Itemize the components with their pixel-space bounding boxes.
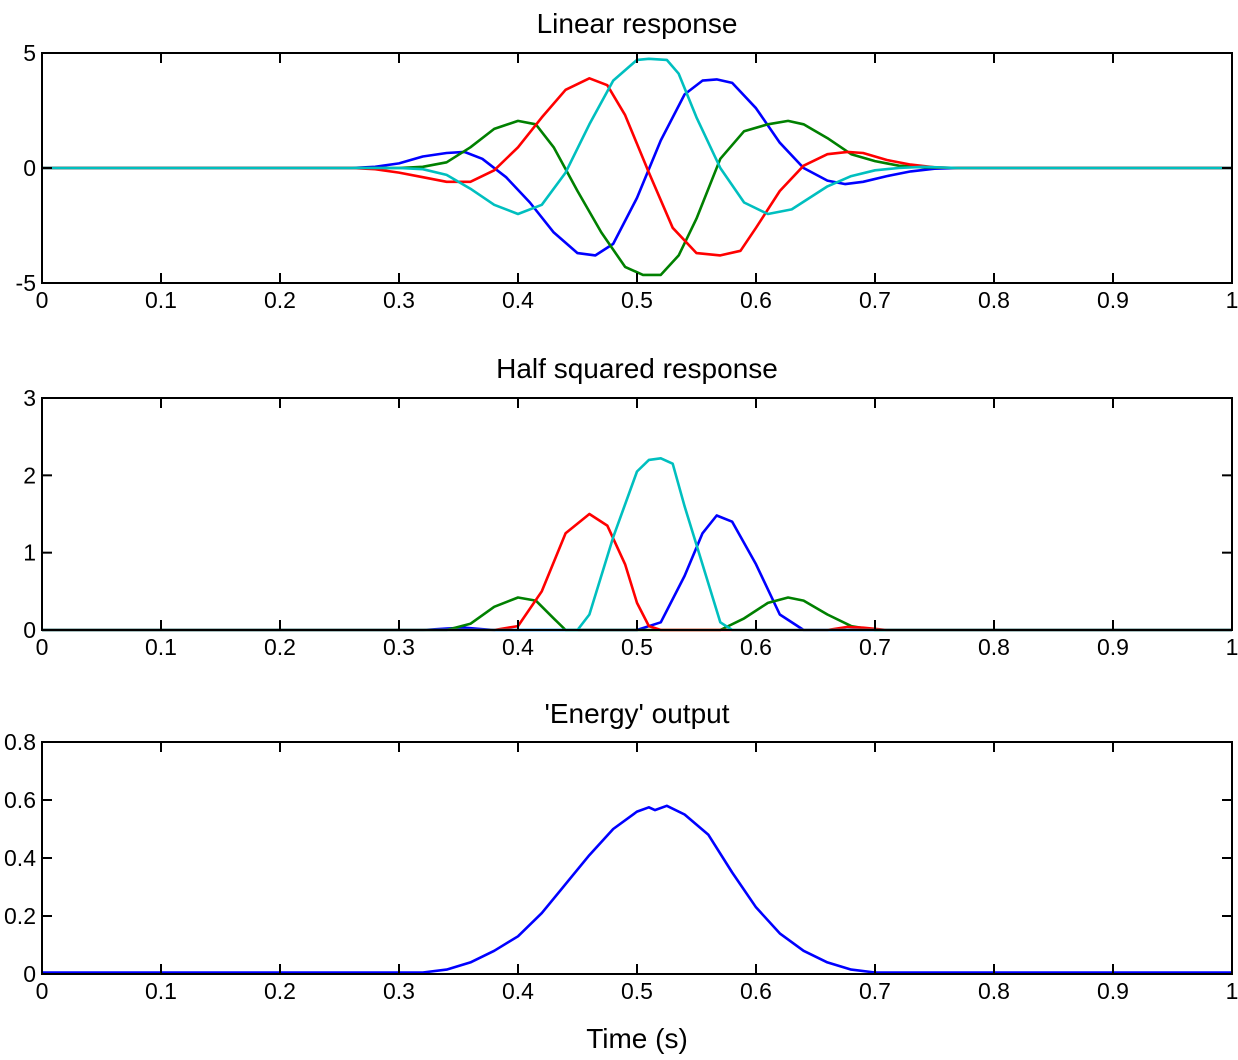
y-tick-label: 2 — [23, 462, 36, 488]
y-tick-label: 0.8 — [4, 729, 36, 755]
y-tick-label: 3 — [23, 385, 36, 411]
x-tick-label: 0.3 — [383, 287, 415, 313]
series-layer — [42, 804, 1232, 974]
y-tick-label: -5 — [16, 270, 36, 296]
x-tick-label: 0 — [36, 978, 49, 1004]
x-tick-label: 0.2 — [264, 634, 296, 660]
x-tick-label: 0.6 — [740, 978, 772, 1004]
axes-box — [41, 52, 1233, 284]
x-tick-label: 0.5 — [621, 634, 653, 660]
x-tick-label: 0 — [36, 287, 49, 313]
x-tick-label: 0.1 — [145, 287, 177, 313]
x-tick-label: 0.3 — [383, 978, 415, 1004]
panel-half-squared-response: Half squared response 0 0.1 0.2 0.3 0.4 0.5 0.… — [23, 353, 1238, 660]
y-tick-label: 0 — [23, 617, 36, 643]
x-tick-label: 0.2 — [264, 287, 296, 313]
x-tick-label: 0.3 — [383, 634, 415, 660]
y-tick-label: 0 — [23, 961, 36, 987]
x-tick-label: 1 — [1226, 978, 1238, 1004]
series-line-1 — [42, 514, 1232, 632]
x-tick-label: 0.9 — [1097, 634, 1129, 660]
x-tick-label: 0.1 — [145, 634, 177, 660]
x-tick-label: 0.8 — [978, 287, 1010, 313]
panel-energy-output: 'Energy' output 0 0.1 0.2 0.3 0.4 0.5 0.6 0.7 0.… — [4, 698, 1238, 1004]
tick-layer: 0 0.1 0.2 0.3 0.4 0.5 0.6 0.7 0.8 0.9 1 0 1 2 3 — [23, 385, 1238, 660]
series-line-3 — [42, 512, 1232, 632]
x-tick-label: 0.5 — [621, 287, 653, 313]
x-tick-label: 0.9 — [1097, 287, 1129, 313]
series-line-1 — [42, 78, 1232, 257]
y-tick-label: 0 — [23, 155, 36, 181]
x-tick-label: 0.4 — [502, 287, 534, 313]
series-layer — [42, 456, 1232, 632]
panel-title: 'Energy' output — [544, 698, 729, 729]
tick-layer: 0 0.1 0.2 0.3 0.4 0.5 0.6 0.7 0.8 0.9 1 0 0.2 0.4 0.6 0… — [4, 729, 1238, 1004]
series-line-1 — [42, 804, 1232, 974]
x-tick-label: 0.7 — [859, 634, 891, 660]
series-line-2 — [42, 119, 1232, 277]
x-tick-label: 0.4 — [502, 978, 534, 1004]
y-tick-label: 0.4 — [4, 845, 36, 871]
x-tick-label: 0.6 — [740, 634, 772, 660]
series-line-3 — [42, 77, 1232, 257]
x-tick-label: 0.9 — [1097, 978, 1129, 1004]
y-tick-label: 0.6 — [4, 787, 36, 813]
x-tick-label: 0.7 — [859, 287, 891, 313]
y-tick-label: 1 — [23, 540, 36, 566]
x-tick-label: 0 — [36, 634, 49, 660]
panel-title: Linear response — [537, 8, 738, 39]
x-tick-label: 0.5 — [621, 978, 653, 1004]
series-layer — [42, 57, 1232, 277]
panel-linear-response: Linear response 0 0.1 0.2 0.3 0.4 0.5 0.6 0.7 0.… — [16, 8, 1238, 313]
series-line-4 — [42, 57, 1232, 216]
y-tick-label: 0.2 — [4, 903, 36, 929]
axes-box — [41, 397, 1233, 631]
x-tick-label: 1 — [1226, 287, 1238, 313]
x-tick-label: 0.4 — [502, 634, 534, 660]
x-tick-label: 0.1 — [145, 978, 177, 1004]
tick-layer: 0 0.1 0.2 0.3 0.4 0.5 0.6 0.7 0.8 0.9 1-505 — [16, 40, 1238, 313]
x-tick-label: 0.8 — [978, 634, 1010, 660]
x-tick-label: 1 — [1226, 634, 1238, 660]
x-tick-label: 0.6 — [740, 287, 772, 313]
x-tick-label: 0.2 — [264, 978, 296, 1004]
y-tick-label: 5 — [23, 40, 36, 66]
x-tick-label: 0.7 — [859, 978, 891, 1004]
axes-box — [41, 741, 1233, 975]
panel-title: Half squared response — [496, 353, 778, 384]
x-axis-label: Time (s) — [586, 1023, 688, 1054]
x-tick-label: 0.8 — [978, 978, 1010, 1004]
